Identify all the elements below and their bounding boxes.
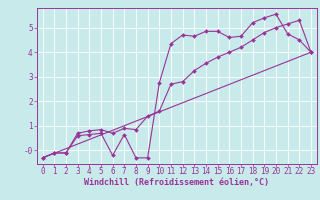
X-axis label: Windchill (Refroidissement éolien,°C): Windchill (Refroidissement éolien,°C)	[84, 178, 269, 187]
